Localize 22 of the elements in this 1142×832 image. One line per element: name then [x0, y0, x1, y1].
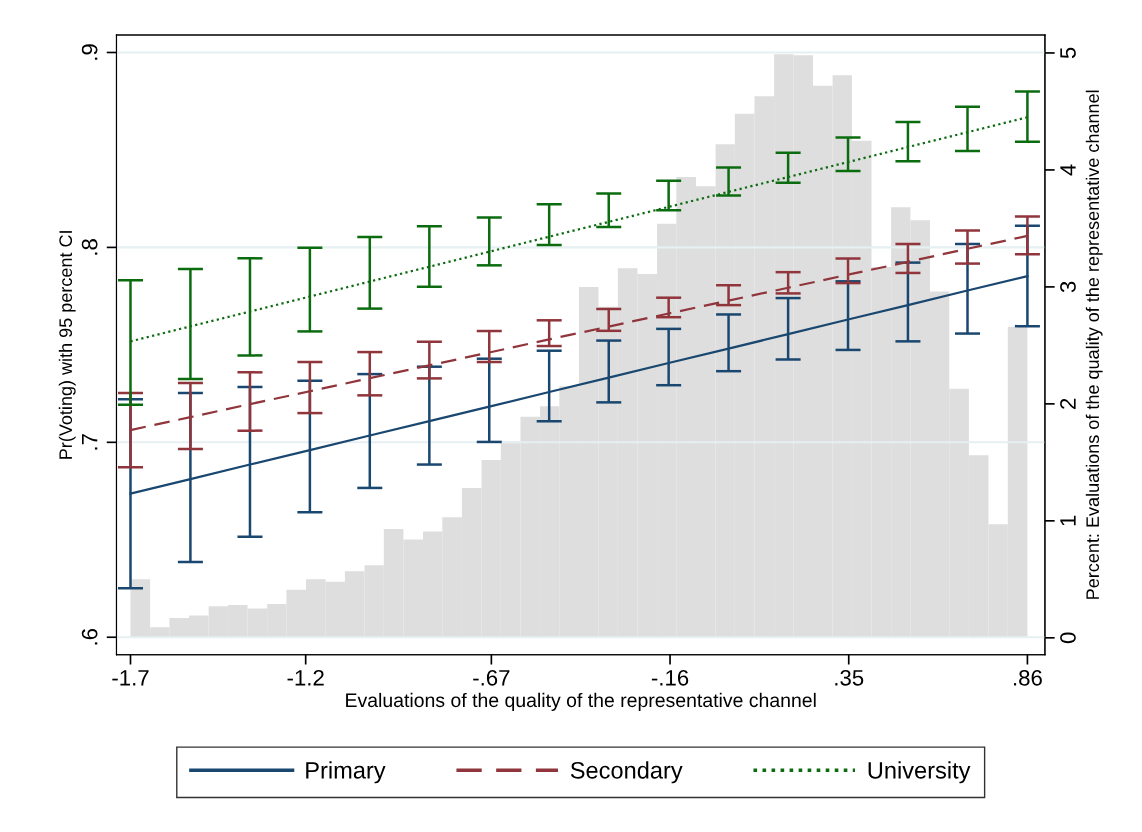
y-tick-label: .6: [81, 628, 98, 645]
y-axis-title: Pr(Voting) with 95 percent CI: [58, 231, 76, 459]
y2-tick-label: 3: [1060, 281, 1076, 293]
legend-label: Primary: [306, 761, 386, 784]
y2-axis-title: Percent: Evaluations of the quality of the representative channel: [1085, 90, 1103, 599]
y-tick-label: .8: [81, 239, 98, 255]
x-tick-label: -1.2: [287, 669, 324, 686]
x-tick-label: -.67: [473, 669, 510, 686]
x-tick-label: .86: [1014, 669, 1042, 686]
y2-tick-label: 2: [1060, 398, 1076, 409]
x-axis-title: Evaluations of the quality of the representative channel: [346, 692, 816, 711]
y2-tick-label: 4: [1060, 164, 1076, 176]
x-tick-label: -.16: [651, 669, 689, 686]
x-tick-label: .35: [835, 669, 864, 686]
y2-tick-label: 1: [1060, 515, 1076, 526]
y-tick-label: .9: [81, 44, 98, 60]
x-tick-label: -1.7: [112, 670, 149, 686]
y2-tick-label: 5: [1060, 47, 1076, 59]
legend-label: University: [868, 761, 971, 784]
legend-label: Secondary: [570, 761, 683, 784]
y-tick-label: .7: [82, 434, 98, 450]
y2-tick-label: 0: [1060, 632, 1076, 644]
